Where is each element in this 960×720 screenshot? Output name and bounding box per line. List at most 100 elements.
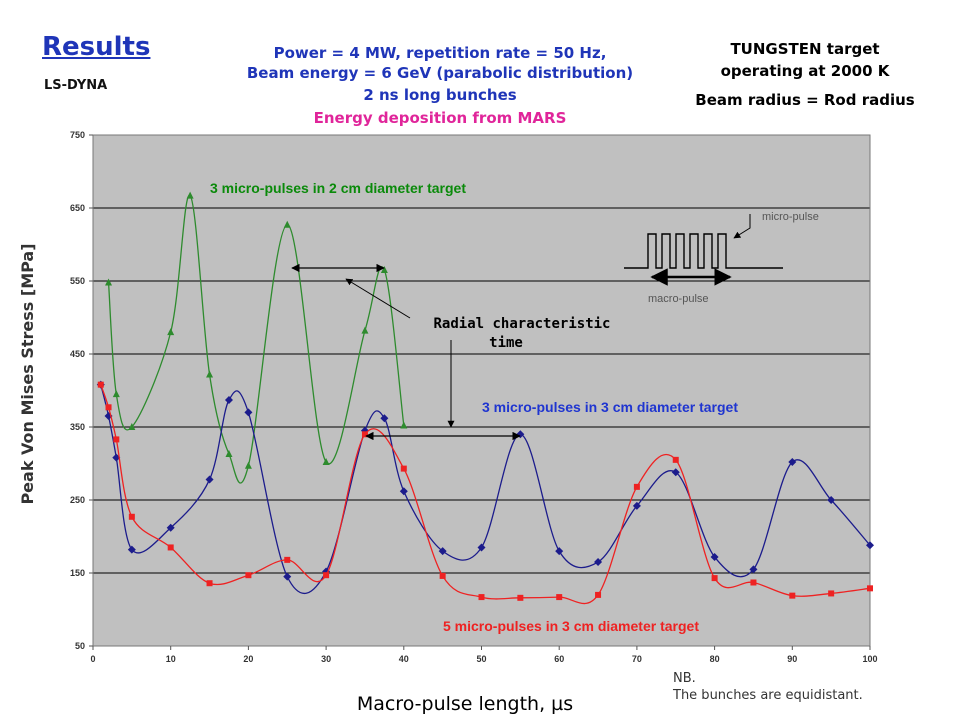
- data-point-green-7: [244, 461, 252, 469]
- data-point-red-22: [867, 585, 873, 592]
- data-point-green-0: [105, 278, 113, 286]
- data-point-green-4: [186, 191, 194, 199]
- data-point-red-20: [789, 592, 796, 599]
- data-point-green-9: [322, 458, 330, 466]
- y-tick-label-350: 350: [70, 422, 85, 432]
- data-point-blue-14: [477, 543, 486, 552]
- plot-area: [93, 135, 870, 646]
- data-point-red-18: [711, 575, 718, 582]
- data-point-red-6: [245, 572, 252, 579]
- header-line-power: Power = 4 MW, repetition rate = 50 Hz,: [273, 44, 607, 62]
- x-tick-label-30: 30: [321, 654, 331, 664]
- data-point-blue-18: [632, 501, 641, 510]
- data-point-red-3: [128, 513, 135, 520]
- axes: 50 150 250 350 450 550 650 750 0 10 20 30 40 50 60 70 80…: [70, 130, 878, 664]
- note-text: The bunches are equidistant.: [673, 688, 863, 703]
- data-point-red-10: [400, 465, 407, 472]
- micro-pulse-label: micro-pulse: [762, 211, 819, 223]
- x-tick-label-50: 50: [476, 654, 486, 664]
- green-series-label: 3 micro-pulses in 2 cm diameter target: [210, 180, 466, 196]
- x-tick-label-90: 90: [787, 654, 797, 664]
- header-right-temperature: operating at 2000 K: [720, 62, 890, 80]
- data-point-blue-17: [594, 558, 603, 567]
- data-point-red-21: [828, 590, 835, 597]
- header-right-target: TUNGSTEN target: [730, 40, 880, 58]
- data-point-blue-7: [244, 408, 253, 417]
- x-tick-label-60: 60: [554, 654, 564, 664]
- data-point-red-7: [284, 556, 291, 563]
- y-tick-label-150: 150: [70, 568, 85, 578]
- note-heading: NB.: [673, 671, 696, 686]
- data-point-blue-23: [827, 496, 836, 504]
- blue-series-label: 3 micro-pulses in 3 cm diameter target: [482, 399, 738, 415]
- data-point-blue-12: [399, 487, 408, 496]
- data-point-blue-4: [166, 523, 175, 532]
- header-line-beam-energy: Beam energy = 6 GeV (parabolic distribut…: [246, 64, 634, 82]
- data-point-blue-19: [671, 468, 680, 477]
- micro-pulse-pointer: [733, 214, 751, 239]
- y-tick-label-650: 650: [70, 203, 85, 213]
- x-axis-label: Macro-pulse length, µs: [357, 693, 573, 715]
- data-point-red-4: [167, 544, 174, 551]
- data-point-green-2: [128, 423, 136, 430]
- annotations: 3 micro-pulses in 2 cm diameter target 3 …: [210, 180, 738, 634]
- series-red: [97, 381, 873, 605]
- data-point-blue-16: [555, 547, 564, 556]
- pulse-inset: micro-pulse macro-pulse: [624, 211, 819, 305]
- data-point-blue-13: [438, 547, 447, 556]
- data-point-blue-5: [205, 475, 214, 484]
- radial-pointer-upper: [345, 278, 411, 319]
- data-point-green-8: [283, 220, 291, 228]
- page-title: Results: [42, 32, 151, 62]
- data-point-green-3: [167, 328, 175, 336]
- x-tick-label-70: 70: [632, 654, 642, 664]
- data-point-red-2: [113, 436, 120, 443]
- radial-time-label-line2: time: [489, 335, 523, 351]
- data-point-blue-20: [710, 552, 719, 561]
- data-point-blue-3: [127, 545, 136, 554]
- data-point-red-8: [323, 572, 330, 579]
- pulse-train: [624, 233, 783, 269]
- header-line-bunches: 2 ns long bunches: [363, 86, 517, 104]
- series-green: [105, 191, 408, 484]
- y-axis-label: Peak Von Mises Stress [MPa]: [18, 243, 37, 504]
- y-tick-label-250: 250: [70, 495, 85, 505]
- data-point-green-10: [361, 326, 369, 334]
- header-right-beam-radius: Beam radius = Rod radius: [695, 91, 915, 109]
- y-tick-label-50: 50: [75, 641, 85, 651]
- data-point-blue-8: [283, 572, 292, 581]
- data-point-blue-6: [224, 395, 233, 404]
- x-tick-label-100: 100: [862, 654, 877, 664]
- y-tick-label-550: 550: [70, 276, 85, 286]
- data-point-red-16: [633, 483, 640, 490]
- header-line-energy-deposition: Energy deposition from MARS: [313, 109, 567, 127]
- x-tick-label-20: 20: [243, 654, 253, 664]
- y-tick-label-750: 750: [70, 130, 85, 140]
- page-subtitle: LS-DYNA: [44, 78, 108, 93]
- data-point-red-11: [439, 572, 446, 579]
- series-group: [96, 191, 874, 605]
- macro-pulse-label: macro-pulse: [648, 293, 709, 305]
- data-point-red-0: [97, 381, 104, 388]
- data-point-blue-22: [788, 458, 797, 467]
- data-point-red-5: [206, 580, 213, 587]
- radial-time-label-line1: Radial characteristic: [433, 316, 610, 332]
- data-point-green-1: [112, 390, 120, 398]
- data-point-red-1: [105, 404, 112, 411]
- data-point-red-15: [595, 591, 602, 598]
- axis-labels: Macro-pulse length, µs Peak Von Mises Str…: [18, 243, 573, 715]
- data-point-green-12: [400, 421, 408, 429]
- data-point-green-5: [206, 370, 214, 378]
- data-point-red-17: [672, 456, 679, 463]
- data-point-blue-24: [866, 541, 874, 550]
- data-point-red-19: [750, 579, 757, 586]
- x-tick-label-10: 10: [166, 654, 176, 664]
- red-series-label: 5 micro-pulses in 3 cm diameter target: [443, 618, 699, 634]
- data-point-blue-21: [749, 565, 758, 574]
- x-tick-label-40: 40: [399, 654, 409, 664]
- data-point-red-14: [556, 594, 563, 601]
- x-tick-label-0: 0: [90, 654, 95, 664]
- data-point-red-9: [361, 431, 368, 438]
- data-point-red-13: [517, 594, 524, 601]
